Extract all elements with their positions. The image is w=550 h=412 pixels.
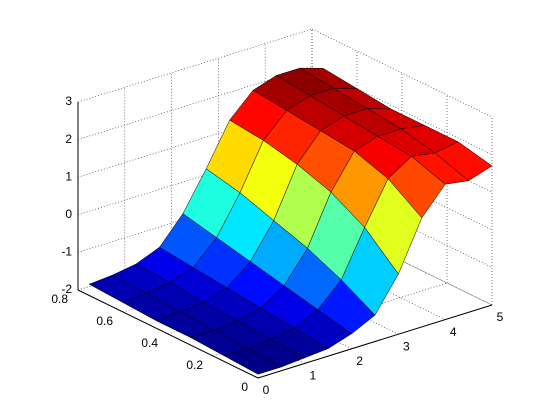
x-tick-label: 3 xyxy=(403,339,410,353)
grid-line xyxy=(311,28,493,118)
grid-line xyxy=(265,231,446,320)
y-tick-label: 0.6 xyxy=(96,314,113,328)
x-tick-label: 5 xyxy=(497,310,504,324)
surface-patch xyxy=(223,348,283,375)
y-axis xyxy=(77,289,259,379)
grid-line xyxy=(311,216,493,306)
grid-line xyxy=(77,28,313,103)
y-tick-label: 0 xyxy=(241,380,248,394)
x-tick-label: 1 xyxy=(309,369,316,383)
x-tick-label: 0 xyxy=(263,383,270,397)
y-tick-label: 0.4 xyxy=(141,336,158,350)
y-tick-label: 0.2 xyxy=(186,358,203,372)
z-tick-label: 2 xyxy=(65,132,72,146)
z-tick-label: -1 xyxy=(61,245,72,259)
z-tick-label: 1 xyxy=(65,169,72,183)
x-tick-label: 4 xyxy=(450,325,457,339)
x-axis xyxy=(257,304,493,379)
z-tick-label: 0 xyxy=(65,207,72,221)
z-tick-label: -2 xyxy=(61,282,72,296)
y-tick-label: 0.8 xyxy=(51,292,68,306)
x-tick-label: 2 xyxy=(356,354,363,368)
z-tick-label: 3 xyxy=(65,94,72,108)
grid-line xyxy=(212,282,448,357)
